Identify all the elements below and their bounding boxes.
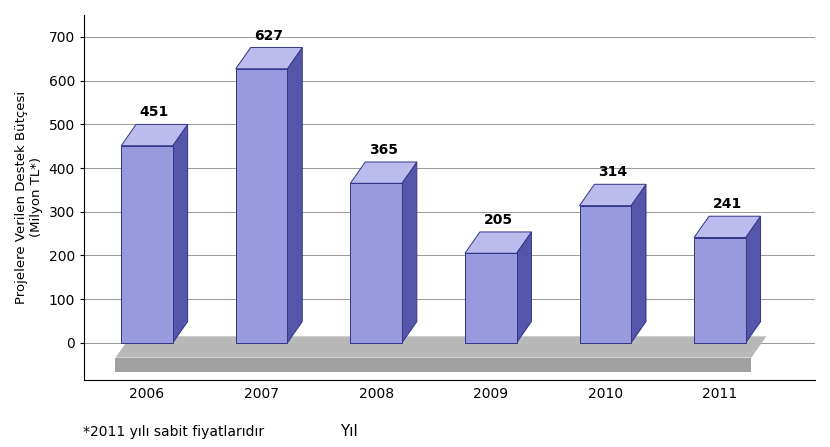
- Polygon shape: [516, 232, 531, 343]
- Polygon shape: [287, 47, 302, 343]
- Polygon shape: [465, 253, 516, 343]
- Polygon shape: [694, 237, 745, 343]
- Polygon shape: [236, 69, 287, 343]
- Text: 451: 451: [139, 105, 169, 119]
- Polygon shape: [579, 184, 646, 206]
- Polygon shape: [745, 216, 760, 343]
- Text: 627: 627: [255, 29, 284, 42]
- Polygon shape: [350, 162, 417, 183]
- Polygon shape: [121, 146, 173, 343]
- Text: 241: 241: [713, 197, 742, 211]
- Polygon shape: [173, 124, 188, 343]
- Polygon shape: [236, 47, 302, 69]
- Text: 314: 314: [598, 165, 627, 179]
- Y-axis label: Projelere Verilen Destek Bütçesi
(Milyon TL*): Projelere Verilen Destek Bütçesi (Milyon…: [15, 91, 43, 304]
- Polygon shape: [350, 183, 402, 343]
- Polygon shape: [694, 216, 760, 237]
- Polygon shape: [579, 206, 631, 343]
- Polygon shape: [402, 162, 417, 343]
- Text: 205: 205: [484, 213, 513, 227]
- Text: Yıl: Yıl: [339, 424, 358, 439]
- Polygon shape: [631, 184, 646, 343]
- Text: 365: 365: [369, 143, 398, 157]
- Polygon shape: [121, 124, 188, 146]
- Polygon shape: [465, 232, 531, 253]
- Text: *2011 yılı sabit fiyatlarıdır: *2011 yılı sabit fiyatlarıdır: [83, 425, 264, 439]
- Polygon shape: [115, 336, 766, 358]
- Polygon shape: [115, 358, 751, 372]
